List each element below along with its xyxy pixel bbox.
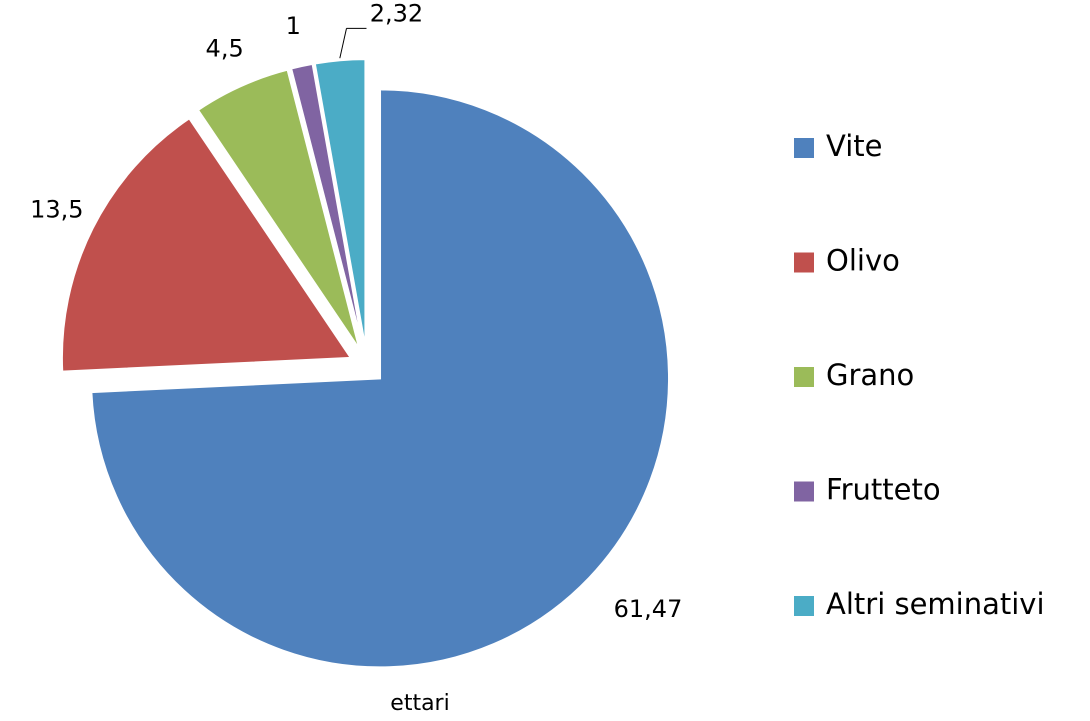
legend-swatch: [794, 596, 814, 616]
legend-label: Frutteto: [826, 473, 941, 507]
data-label: 2,32: [370, 0, 423, 27]
legend-swatch: [794, 138, 814, 158]
legend-swatch: [794, 252, 814, 273]
x-label: ettari: [390, 691, 449, 716]
legend-label: Altri seminativi: [826, 587, 1045, 621]
legend-label: Grano: [826, 358, 914, 392]
legend-swatch: [794, 367, 814, 387]
pie-slice: [289, 62, 365, 349]
data-label: 4,5: [206, 35, 244, 63]
legend-label: Olivo: [826, 244, 900, 278]
leader-line: [339, 28, 347, 59]
pie-slice: [60, 116, 353, 373]
data-label: 13,5: [30, 195, 83, 223]
data-label: 61,47: [614, 595, 683, 623]
pie-slice: [196, 68, 361, 351]
legend-swatch: [794, 481, 814, 502]
pie-slice: [313, 58, 367, 349]
pie-slice: [90, 88, 670, 669]
data-label: 1: [286, 12, 301, 40]
legend-label: Vite: [826, 129, 882, 163]
